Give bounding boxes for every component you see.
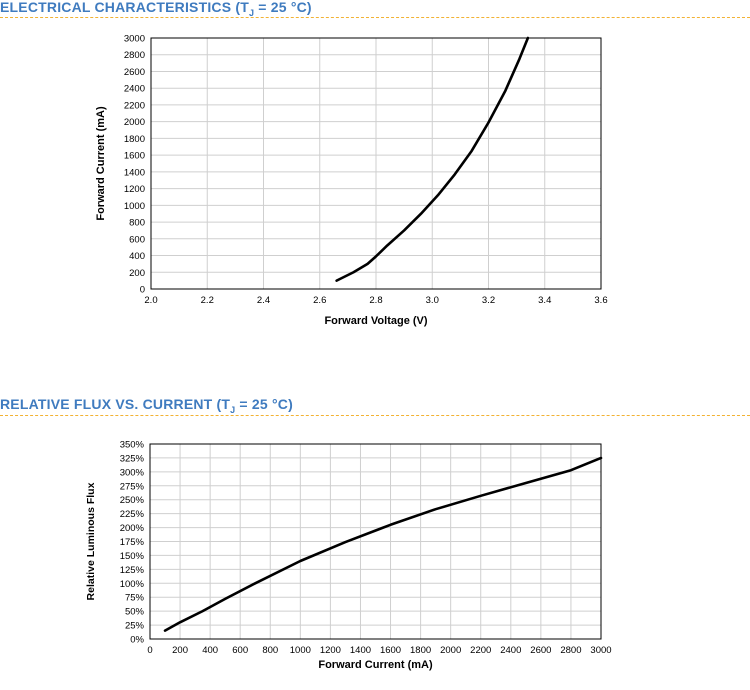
x-tick-label: 2.6 [313, 295, 326, 306]
x-tick-label: 2200 [470, 645, 491, 656]
x-tick-label: 2.0 [144, 295, 157, 306]
plot-frame [149, 443, 602, 640]
y-tick-label: 800 [129, 218, 145, 229]
x-axis-label: Forward Current (mA) [318, 659, 433, 671]
section-title-main: ELECTRICAL CHARACTERISTICS (T [0, 0, 249, 15]
x-tick-label: 800 [262, 645, 278, 656]
y-tick-label: 25% [125, 621, 145, 632]
x-tick-label: 3.0 [426, 295, 439, 306]
y-tick-label: 1000 [124, 201, 145, 212]
y-tick-label: 300% [120, 467, 145, 478]
section-title-electrical: ELECTRICAL CHARACTERISTICS (TJ = 25 °C) [0, 0, 312, 18]
y-tick-label: 325% [120, 453, 145, 464]
y-axis-label: Forward Current (mA) [95, 106, 107, 221]
x-tick-label: 1400 [350, 645, 371, 656]
x-tick-label: 1600 [380, 645, 401, 656]
section-title-subscript: J [248, 7, 255, 18]
x-tick-label: 1800 [410, 645, 431, 656]
section-title-main: RELATIVE FLUX VS. CURRENT (T [0, 396, 231, 412]
x-tick-label: 2800 [560, 645, 581, 656]
section-title-subscript: J [230, 404, 236, 415]
x-tick-label: 2.8 [369, 295, 382, 306]
plot-frame [150, 37, 602, 290]
y-tick-label: 0% [130, 635, 144, 646]
x-tick-label: 3.2 [482, 295, 495, 306]
y-axis-label: Relative Luminous Flux [85, 482, 97, 600]
section-title-flux: RELATIVE FLUX VS. CURRENT (TJ = 25 °C) [0, 396, 293, 415]
y-tick-label: 225% [120, 509, 145, 520]
y-tick-label: 2000 [124, 117, 145, 128]
section-title-tail: = 25 °C) [254, 0, 312, 15]
y-tick-label: 175% [120, 537, 145, 548]
x-tick-label: 2000 [440, 645, 461, 656]
x-tick-label: 1000 [290, 645, 311, 656]
x-tick-label: 3.4 [538, 295, 551, 306]
x-tick-label: 0 [147, 645, 152, 656]
y-tick-label: 50% [125, 607, 145, 618]
y-tick-label: 150% [120, 551, 145, 562]
y-tick-label: 200 [129, 268, 145, 279]
y-tick-label: 400 [129, 251, 145, 262]
y-tick-label: 75% [125, 593, 145, 604]
y-tick-label: 1200 [124, 184, 145, 195]
chart-relative-flux-vs-current: 0 200 400 600 800 1000 1200 1400 1600 1800 2000 220… [85, 440, 612, 672]
y-tick-label: 3000 [124, 34, 145, 45]
series-line [163, 456, 603, 632]
chart-forward-current-vs-voltage: 2.0 2.2 2.4 2.6 2.8 3.0 3.2 3.4 3.6 0 200 400 600 800… [95, 34, 608, 328]
y-tick-label: 0 [140, 285, 145, 296]
x-tick-label: 2400 [500, 645, 521, 656]
x-tick-label: 2600 [530, 645, 551, 656]
x-tick-label: 200 [172, 645, 188, 656]
y-tick-label: 125% [120, 565, 145, 576]
y-tick-label: 200% [120, 523, 145, 534]
y-tick-label: 2400 [124, 84, 145, 95]
y-tick-label: 350% [120, 440, 145, 451]
x-tick-label: 3.6 [594, 295, 607, 306]
section-divider [0, 415, 750, 416]
x-tick-label: 2.2 [201, 295, 214, 306]
x-tick-label: 1200 [320, 645, 341, 656]
x-axis-label: Forward Voltage (V) [324, 315, 427, 327]
y-tick-label: 1800 [124, 134, 145, 145]
x-tick-label: 3000 [590, 645, 611, 656]
x-tick-label: 600 [232, 645, 248, 656]
y-tick-label: 250% [120, 495, 145, 506]
y-tick-label: 2200 [124, 100, 145, 111]
x-tick-label: 400 [202, 645, 218, 656]
y-tick-label: 275% [120, 481, 145, 492]
y-tick-label: 600 [129, 234, 145, 245]
section-divider [0, 17, 750, 18]
y-tick-label: 2600 [124, 67, 145, 78]
series-line [335, 36, 530, 282]
y-tick-label: 2800 [124, 50, 145, 61]
section-title-tail: = 25 °C) [235, 396, 293, 412]
y-tick-label: 1400 [124, 167, 145, 178]
y-tick-label: 100% [120, 579, 145, 590]
y-tick-label: 1600 [124, 151, 145, 162]
x-tick-label: 2.4 [257, 295, 270, 306]
